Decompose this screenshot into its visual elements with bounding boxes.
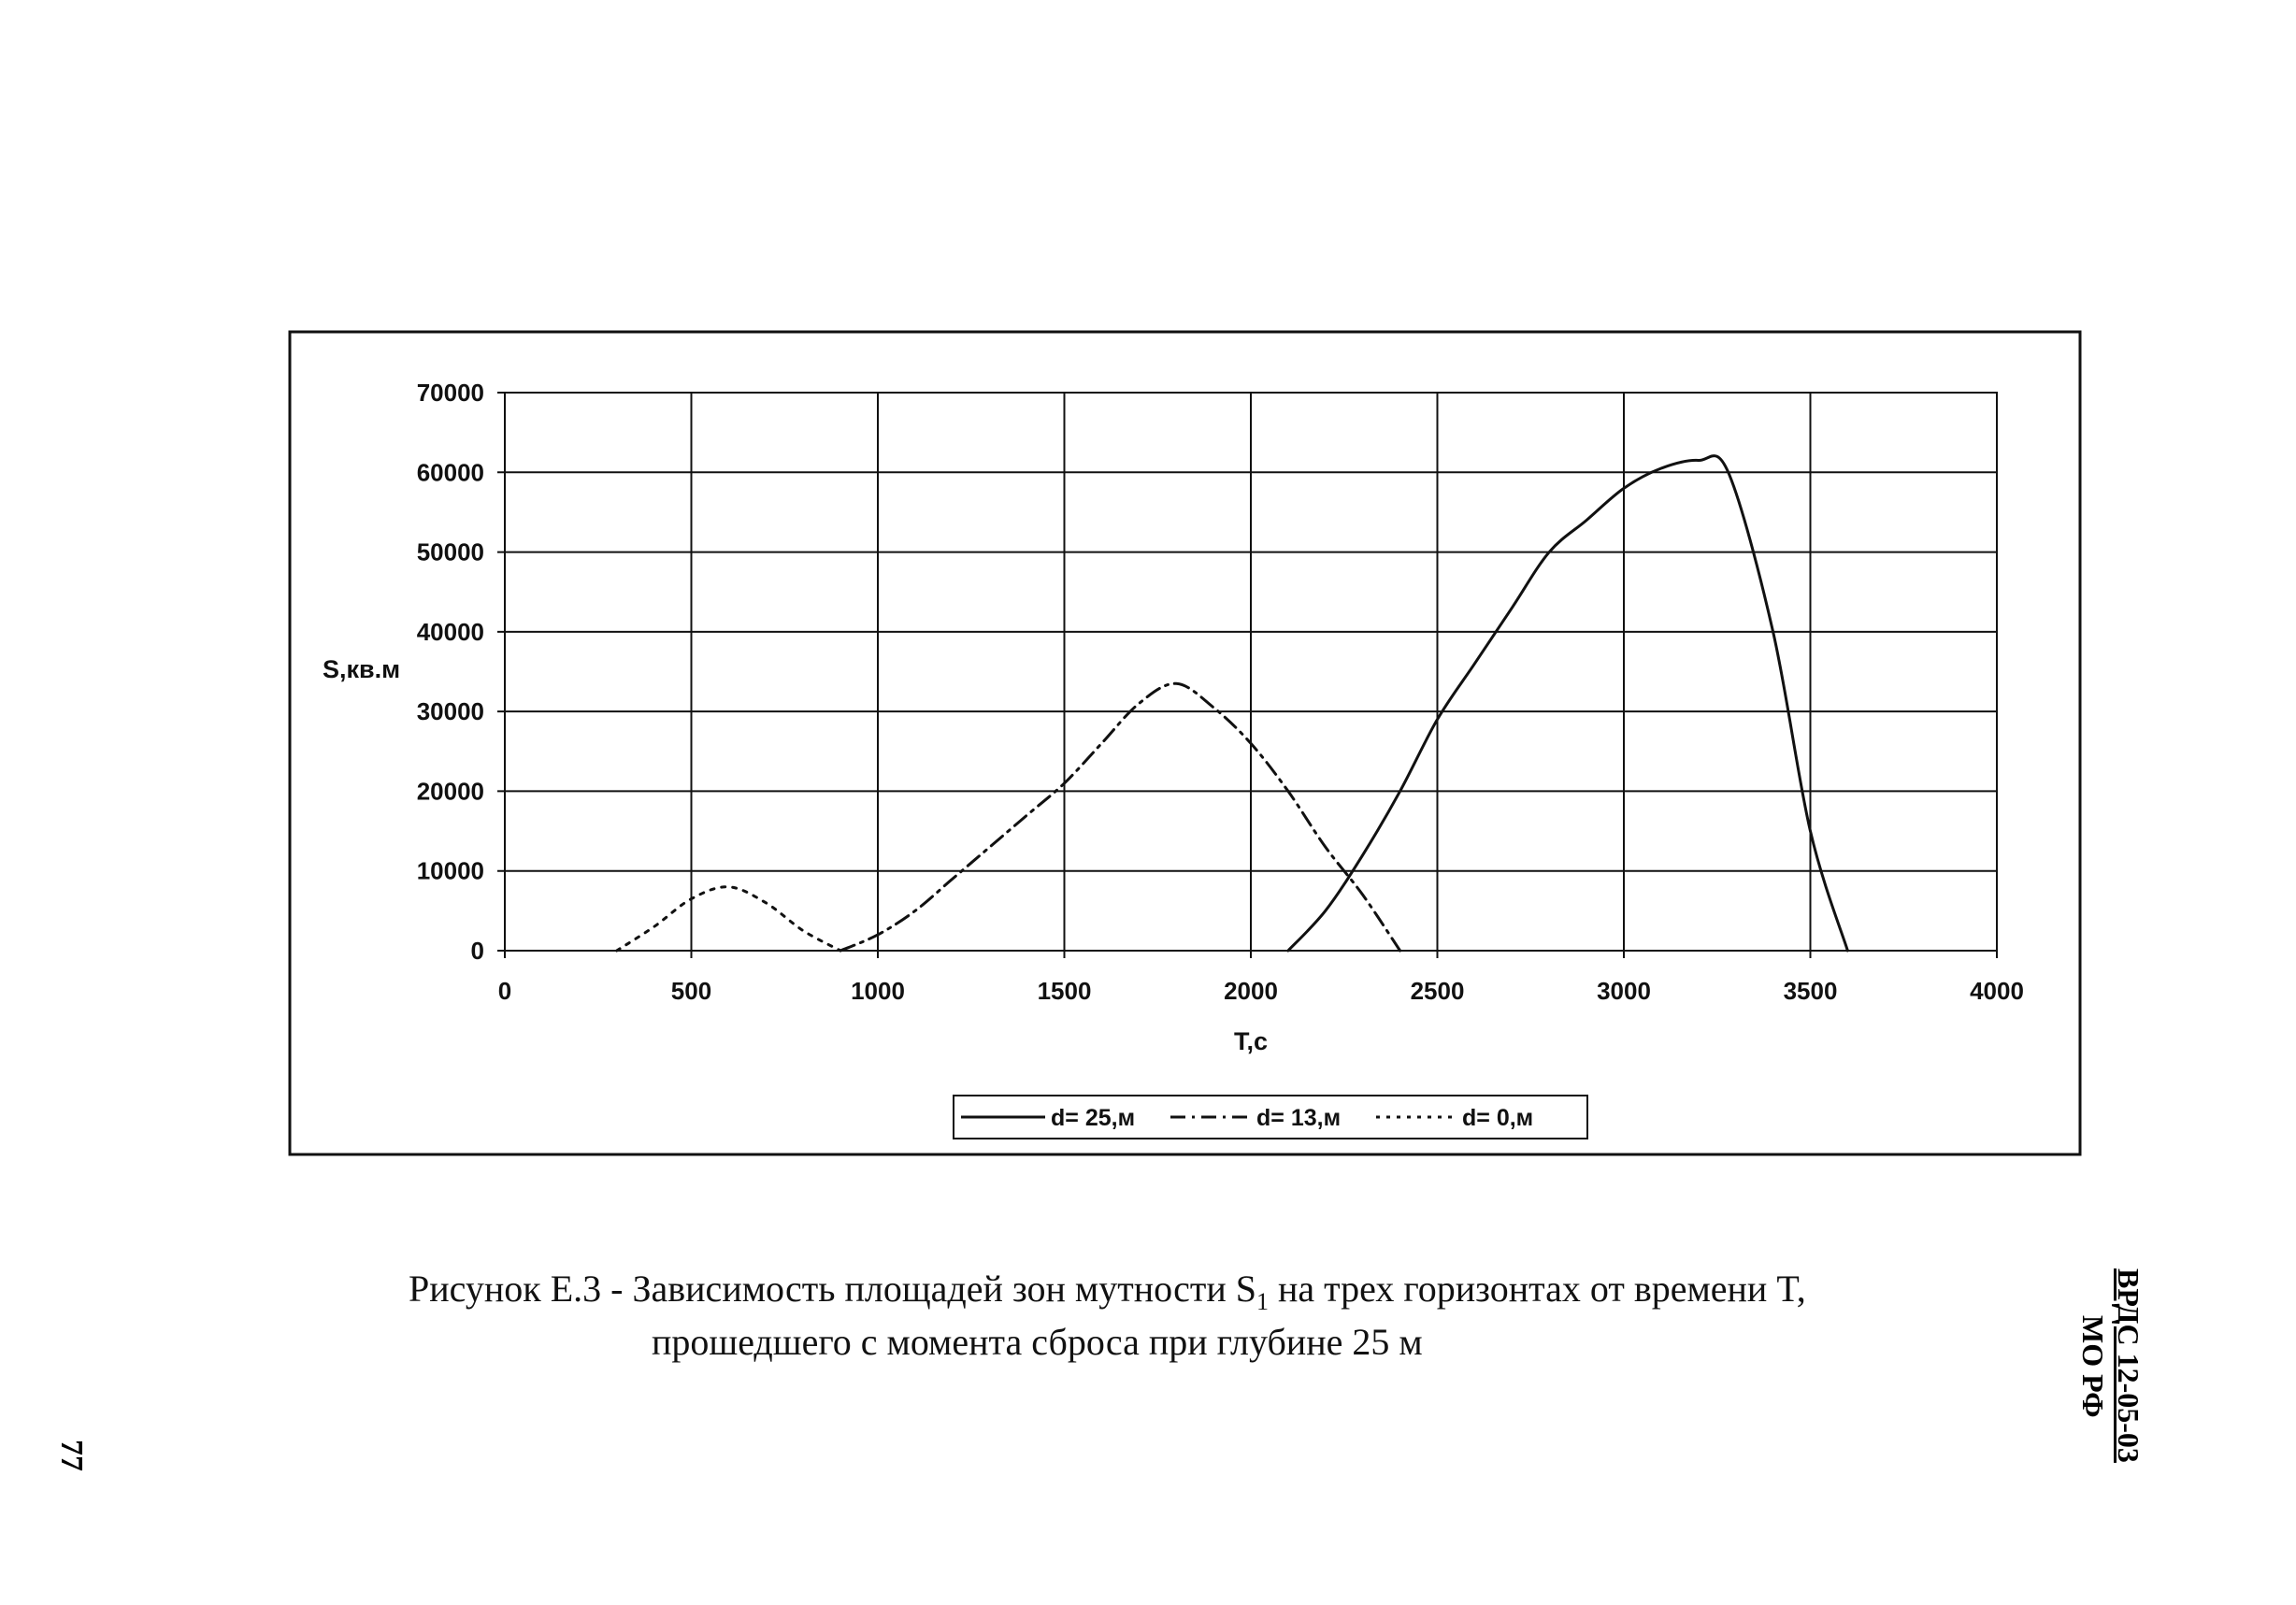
x-tick-label: 2500: [1411, 977, 1465, 1005]
page-number: 77: [54, 1440, 89, 1471]
document-org: МО РФ: [2076, 1315, 2110, 1418]
y-tick-label: 60000: [417, 458, 484, 486]
x-tick-label: 1500: [1038, 977, 1092, 1005]
chart-frame: [288, 330, 2082, 1156]
document-code-stamp: ВРДС 12-05-03 МО РФ: [2071, 1268, 2145, 1512]
x-tick-label: 2000: [1224, 977, 1278, 1005]
x-tick-labels: 0 500 1000 1500 2000 2500 3000 3500 4000: [498, 977, 2024, 1005]
series-lines: [615, 454, 1849, 953]
caption-subscript: 1: [1256, 1288, 1269, 1315]
document-code: ВРДС 12-05-03: [2112, 1268, 2145, 1463]
series-line-0: [1286, 454, 1849, 953]
x-tick-label: 3000: [1597, 977, 1651, 1005]
y-tick-label: 40000: [417, 618, 484, 646]
x-axis-label: T,c: [1234, 1027, 1268, 1055]
grid-lines: [497, 392, 1998, 958]
y-tick-label: 10000: [417, 857, 484, 885]
y-tick-label: 30000: [417, 697, 484, 725]
y-tick-label: 70000: [417, 379, 484, 407]
y-tick-label: 20000: [417, 777, 484, 805]
figure-caption-line-1: Рисунок Е.3 - Зависимость площадей зон м…: [409, 1267, 1806, 1316]
legend-label-d25: d= 25,м: [1051, 1105, 1135, 1131]
legend-label-d13: d= 13,м: [1256, 1105, 1341, 1131]
x-tick-label: 1000: [851, 977, 905, 1005]
x-tick-label: 0: [498, 977, 511, 1005]
y-tick-label: 50000: [417, 538, 484, 566]
legend-box: [953, 1095, 1588, 1139]
y-tick-labels: 0 10000 20000 30000 40000 50000 60000 70000: [417, 379, 484, 965]
x-tick-label: 500: [671, 977, 711, 1005]
figure-caption-line-2: прошедшего с момента сброса при глубине …: [652, 1321, 1423, 1363]
caption-text-1: Рисунок Е.3 - Зависимость площадей зон м…: [409, 1268, 1256, 1310]
y-tick-label: 0: [471, 937, 484, 965]
series-line-1: [839, 681, 1402, 953]
series-line-2: [615, 885, 842, 953]
x-tick-label: 3500: [1784, 977, 1838, 1005]
x-tick-label: 4000: [1970, 977, 2024, 1005]
y-axis-label: S,кв.м: [323, 655, 400, 683]
legend: d= 25,м d= 13,м d= 0,м: [953, 1095, 1588, 1139]
caption-text-1-tail: на трех горизонтах от времени T,: [1269, 1268, 1806, 1310]
legend-label-d0: d= 0,м: [1462, 1105, 1533, 1131]
